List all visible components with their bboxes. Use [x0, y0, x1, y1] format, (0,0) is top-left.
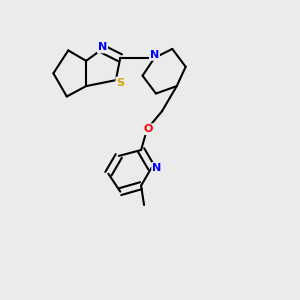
Text: N: N [150, 50, 159, 60]
Text: N: N [98, 43, 107, 52]
Text: N: N [152, 163, 161, 173]
Text: O: O [144, 124, 153, 134]
Text: S: S [116, 77, 124, 88]
